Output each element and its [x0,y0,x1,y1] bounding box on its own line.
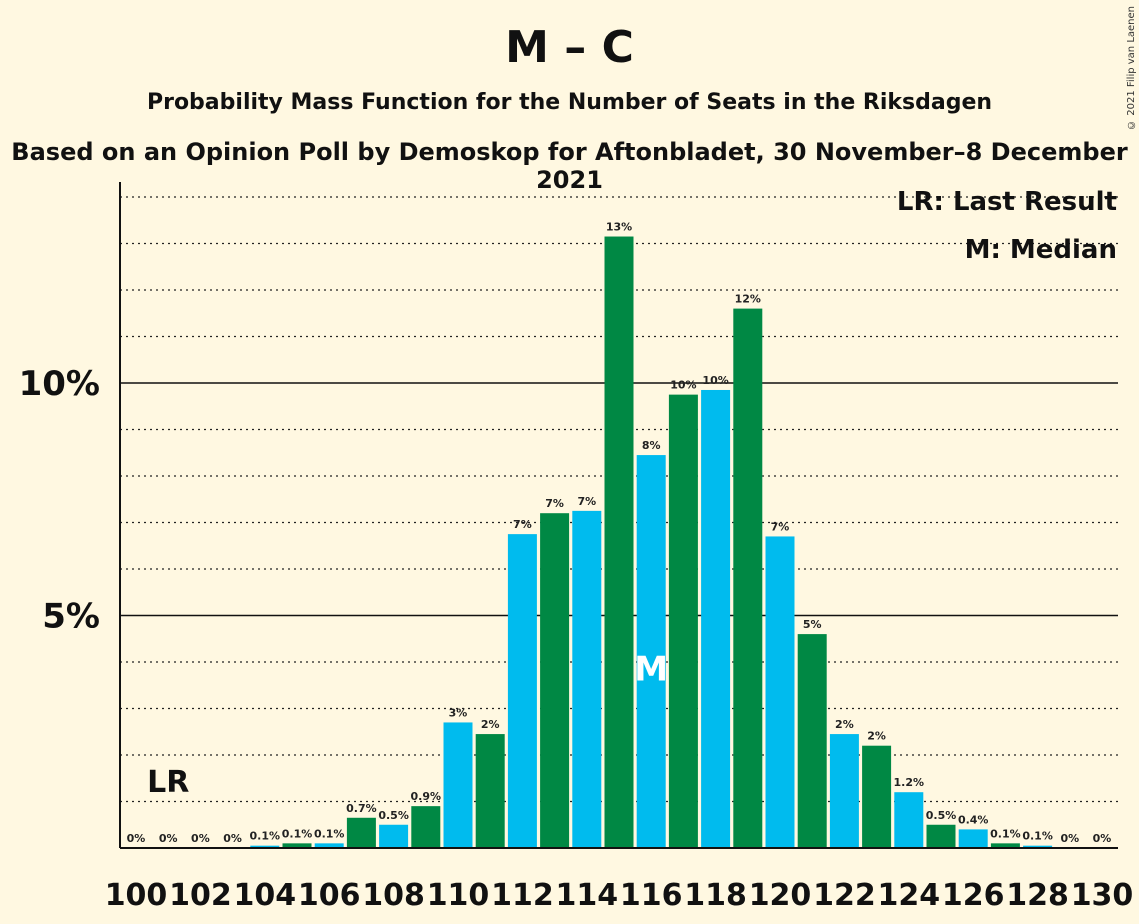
bar-seat-104 [250,845,280,848]
x-tick-label: 112 [491,878,554,913]
bar-seat-121 [797,634,827,848]
bar-label-seat-124: 1.2% [894,776,925,789]
y-tick-label: 5% [42,597,100,637]
x-tick-label: 128 [1006,878,1069,913]
bar-seat-112 [507,534,537,848]
bar-label-seat-105: 0.1% [282,827,313,840]
bar-label-seat-103: 0% [223,832,242,845]
bar-label-seat-102: 0% [191,832,210,845]
bar-label-seat-117: 10% [670,379,696,392]
bar-seat-123 [862,745,892,848]
bar-seat-118 [701,389,731,848]
x-tick-label: 126 [942,878,1005,913]
chart-subtitle: Probability Mass Function for the Number… [146,90,993,115]
bar-label-seat-116: 8% [642,439,661,452]
bar-label-seat-120: 7% [771,520,790,533]
x-tick-label: 110 [427,878,490,913]
x-tick-label: 108 [362,878,425,913]
x-tick-label: 124 [877,878,940,913]
x-tick-label: 130 [1071,878,1134,913]
bar-label-seat-111: 2% [481,718,500,731]
x-tick-label: 106 [298,878,361,913]
bar-seat-113 [540,513,570,848]
bar-label-seat-104: 0.1% [250,830,281,843]
bar-seat-126 [958,829,988,848]
x-tick-label: 122 [813,878,876,913]
bar-seat-115 [604,236,634,848]
x-tick-label: 114 [555,878,618,913]
bar-label-seat-118: 10% [702,374,728,387]
bar-label-seat-123: 2% [867,730,886,743]
median-marker: M [634,650,668,690]
x-tick-label: 102 [169,878,232,913]
bar-seat-108 [379,824,409,848]
bar-label-seat-100: 0% [127,832,146,845]
bar-label-seat-127: 0.1% [990,827,1021,840]
x-tick-label: 104 [233,878,296,913]
bar-seat-110 [443,722,473,848]
x-tick-label: 120 [749,878,812,913]
bar-label-seat-121: 5% [803,618,822,631]
bar-label-seat-115: 13% [606,221,632,234]
bar-label-seat-106: 0.1% [314,827,345,840]
bar-label-seat-109: 0.9% [411,790,442,803]
bar-label-seat-108: 0.5% [378,809,409,822]
bar-label-seat-122: 2% [835,718,854,731]
bar-label-seat-113: 7% [545,497,564,510]
bar-seat-116 [636,455,666,848]
legend-median: M: Median [965,235,1117,265]
x-tick-label: 100 [105,878,168,913]
bar-label-seat-110: 3% [449,706,468,719]
bar-seat-114 [572,510,602,848]
legend-last-result: LR: Last Result [897,187,1117,217]
chart-subtitle-poll: Based on an Opinion Poll by Demoskop for… [11,138,1128,194]
bar-label-seat-129: 0% [1060,832,1079,845]
bar-label-seat-101: 0% [159,832,178,845]
last-result-marker: LR [147,765,189,800]
bar-seat-122 [829,734,859,848]
bar-label-seat-119: 12% [735,293,761,306]
bar-label-seat-130: 0% [1093,832,1112,845]
bar-seat-128 [1023,845,1053,848]
bar-seat-119 [733,308,763,849]
bar-seat-125 [926,824,956,848]
bar-seat-124 [894,792,924,848]
x-tick-label: 116 [620,878,683,913]
bar-seat-106 [314,843,344,848]
bar-seat-117 [668,394,698,848]
bar-label-seat-125: 0.5% [926,809,957,822]
bar-seat-120 [765,536,795,848]
bar-seat-107 [346,817,376,848]
chart-title: M – C [505,22,634,73]
bar-label-seat-107: 0.7% [346,802,377,815]
bar-seat-111 [475,734,505,848]
x-tick-label: 118 [684,878,747,913]
y-tick-label: 10% [19,364,100,404]
bar-label-seat-112: 7% [513,518,532,531]
bar-label-seat-114: 7% [577,495,596,508]
bar-seat-105 [282,843,312,848]
bar-seat-127 [990,843,1020,848]
bar-label-seat-128: 0.1% [1022,830,1053,843]
bar-seat-109 [411,806,441,848]
bar-label-seat-126: 0.4% [958,813,989,826]
